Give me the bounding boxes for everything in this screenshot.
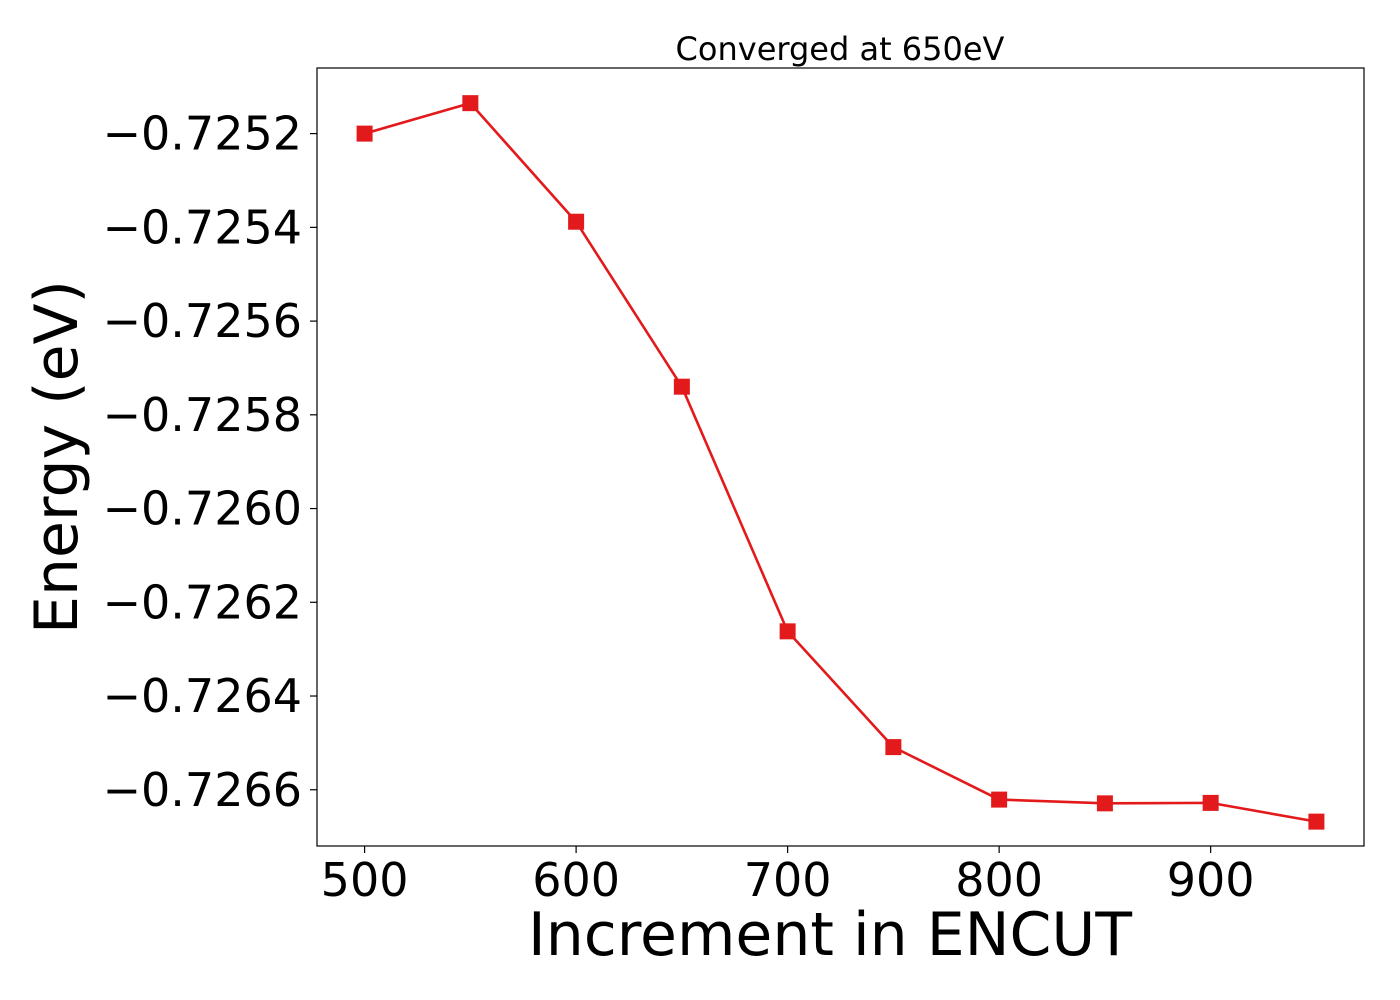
x-tick-label: 600 xyxy=(532,853,620,907)
x-tick-label: 900 xyxy=(1167,853,1255,907)
y-tick-label: −0.7256 xyxy=(103,294,303,348)
y-axis-ticks: −0.7252 −0.7254 −0.7256 −0.7258 −0.7260 −0.72… xyxy=(103,107,317,817)
plot-area-frame xyxy=(316,67,1365,847)
data-point-marker xyxy=(462,95,479,112)
y-tick-label: −0.7258 xyxy=(103,388,303,442)
y-tick-label: −0.7264 xyxy=(103,669,303,723)
data-point-marker xyxy=(991,791,1008,808)
data-series xyxy=(356,95,1325,830)
y-tick-label: −0.7260 xyxy=(103,482,303,536)
chart-title: Converged at 650eV xyxy=(676,30,1005,68)
x-tick-label: 700 xyxy=(744,853,832,907)
data-point-marker xyxy=(885,739,902,756)
y-tick-label: −0.7262 xyxy=(103,575,303,629)
data-point-marker xyxy=(568,213,585,230)
data-point-marker xyxy=(356,125,373,142)
data-point-marker xyxy=(1202,794,1219,811)
data-point-marker xyxy=(779,623,796,640)
x-axis-ticks: 500 600 700 800 900 xyxy=(321,846,1255,907)
x-axis-label: Increment in ENCUT xyxy=(528,900,1132,970)
y-tick-label: −0.7252 xyxy=(103,107,303,161)
series-line xyxy=(364,101,1317,823)
y-axis-label: Energy (eV) xyxy=(22,280,92,634)
data-point-marker xyxy=(1096,795,1113,812)
y-tick-label: −0.7254 xyxy=(103,200,303,254)
x-tick-label: 500 xyxy=(321,853,409,907)
y-tick-label: −0.7266 xyxy=(103,763,303,817)
data-point-marker xyxy=(1308,813,1325,830)
data-point-marker xyxy=(673,378,690,395)
x-tick-label: 800 xyxy=(955,853,1043,907)
